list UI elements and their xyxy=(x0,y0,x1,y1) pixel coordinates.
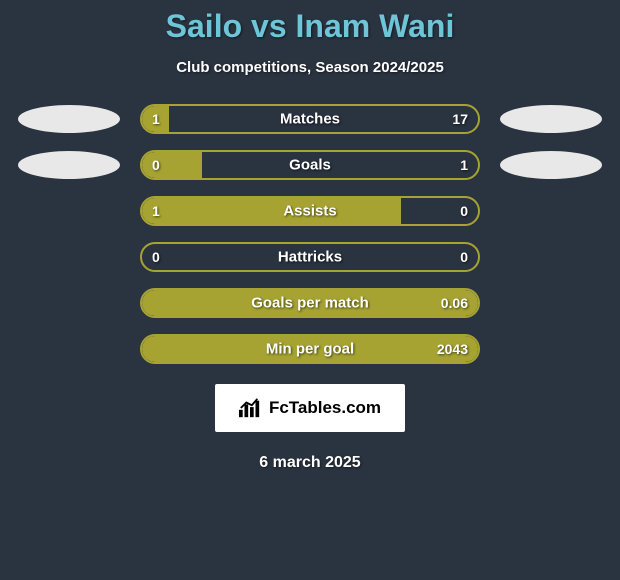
stat-bar: 0 Hattricks 0 xyxy=(140,242,480,272)
subtitle: Club competitions, Season 2024/2025 xyxy=(176,59,444,76)
source-badge: FcTables.com xyxy=(215,384,405,432)
date-label: 6 march 2025 xyxy=(259,454,360,472)
page-title: Sailo vs Inam Wani xyxy=(166,8,455,45)
stat-label: Min per goal xyxy=(266,341,354,358)
stat-label: Assists xyxy=(283,203,336,220)
stat-label: Goals xyxy=(289,157,331,174)
stat-bar: 1 Assists 0 xyxy=(140,196,480,226)
stat-label: Hattricks xyxy=(278,249,342,266)
stat-value-right: 0 xyxy=(460,249,468,265)
stat-bar: Min per goal 2043 xyxy=(140,334,480,364)
stat-value-right: 0 xyxy=(460,203,468,219)
stat-row: Goals per match 0.06 xyxy=(140,288,480,318)
stat-row: Min per goal 2043 xyxy=(140,334,480,364)
stat-value-left: 1 xyxy=(152,203,160,219)
stat-value-left: 0 xyxy=(152,157,160,173)
stat-fill xyxy=(142,198,401,224)
stat-value-left: 0 xyxy=(152,249,160,265)
stat-value-right: 17 xyxy=(452,111,468,127)
stat-value-right: 1 xyxy=(460,157,468,173)
stat-bar: Goals per match 0.06 xyxy=(140,288,480,318)
chart-icon xyxy=(239,398,261,418)
stat-label: Goals per match xyxy=(251,295,369,312)
stat-value-right: 2043 xyxy=(437,341,468,357)
stats-container: 1 Matches 17 0 Goals 1 1 Assists 0 0 Hattricks 0 Goa… xyxy=(0,104,620,380)
player-right-placeholder xyxy=(500,105,602,133)
source-label: FcTables.com xyxy=(269,398,381,418)
stat-row: 1 Matches 17 xyxy=(0,104,620,134)
stat-bar: 0 Goals 1 xyxy=(140,150,480,180)
stat-value-left: 1 xyxy=(152,111,160,127)
stat-row: 0 Goals 1 xyxy=(0,150,620,180)
player-right-placeholder xyxy=(500,151,602,179)
player-left-placeholder xyxy=(18,105,120,133)
stat-row: 1 Assists 0 xyxy=(140,196,480,226)
stat-row: 0 Hattricks 0 xyxy=(140,242,480,272)
stat-bar: 1 Matches 17 xyxy=(140,104,480,134)
stat-label: Matches xyxy=(280,111,340,128)
stat-value-right: 0.06 xyxy=(441,295,468,311)
player-left-placeholder xyxy=(18,151,120,179)
